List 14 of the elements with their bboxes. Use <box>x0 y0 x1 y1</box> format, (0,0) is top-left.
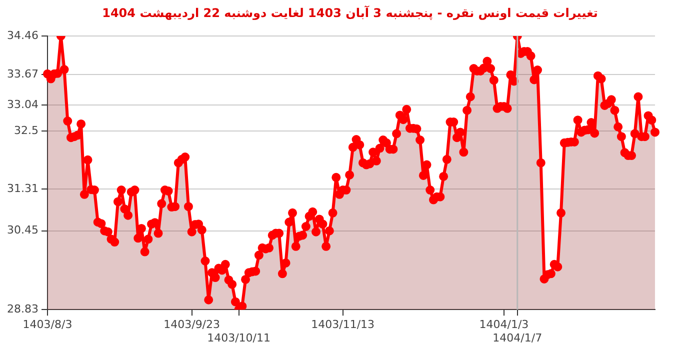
x-tick-label: 1403/10/11 <box>207 331 271 344</box>
y-tick-label: 28.83 <box>6 302 38 316</box>
y-tick-label: 33.67 <box>6 67 38 80</box>
y-tick-label: 33.04 <box>6 98 38 111</box>
x-tick-label: 1404/1/3 <box>479 318 529 332</box>
y-tick-label: 32.5 <box>14 124 38 138</box>
x-tick-label: 1403/8/3 <box>22 318 72 332</box>
x-tick-label: 1403/11/13 <box>311 318 375 332</box>
y-tick-label: 34.46 <box>6 28 38 42</box>
y-tick-label: 31.31 <box>6 182 38 195</box>
x-tick-label: 1403/9/23 <box>164 318 220 332</box>
chart-title: تغییرات قیمت اونس نقره - پنجشنبه 3 آبان 1403 لغایت دوشنبه 22 اردیبهشت 1404 <box>101 6 599 20</box>
y-tick-label: 30.45 <box>6 224 38 237</box>
x-tick-label: 1404/1/7 <box>492 331 542 344</box>
